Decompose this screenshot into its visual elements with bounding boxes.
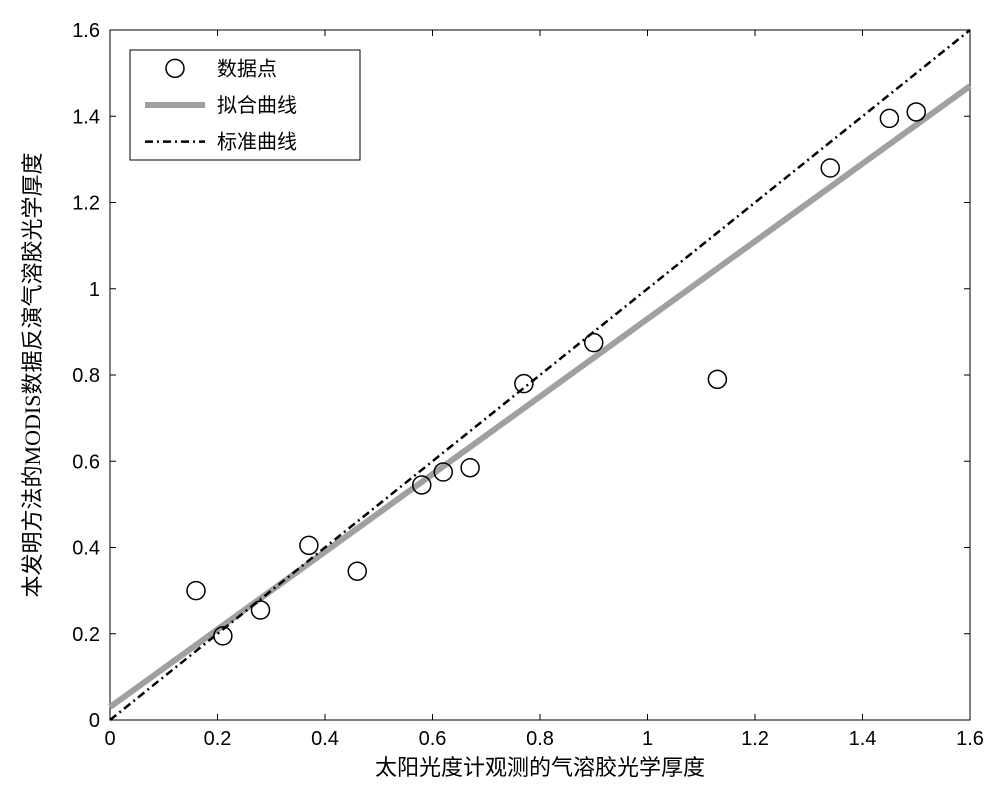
x-tick-label: 0.2 [204, 728, 232, 750]
y-tick-label: 1.6 [72, 20, 100, 42]
x-tick-label: 0.4 [311, 728, 339, 750]
x-axis-label: 太阳光度计观测的气溶胶光学厚度 [375, 755, 705, 780]
legend-item-label: 拟合曲线 [217, 94, 297, 117]
y-tick-label: 1 [89, 279, 100, 301]
y-tick-label: 0.8 [72, 365, 100, 387]
chart-container: 0 0.2 0.4 0.6 0.8 1 1.2 1.4 1.6 0 0.2 0.4 0.6 0.8 1 1.2… [0, 0, 1000, 805]
y-tick-label: 0.4 [72, 538, 100, 560]
x-tick-label: 0 [104, 728, 115, 750]
y-tick-label: 1.4 [72, 106, 100, 128]
x-tick-label: 0.6 [419, 728, 447, 750]
x-tick-label: 1.2 [741, 728, 769, 750]
x-tick-label: 1.4 [849, 728, 877, 750]
y-axis-label: 本发明方法的MODIS数据反演气溶胶光学厚度 [20, 153, 45, 598]
scatter-chart: 0 0.2 0.4 0.6 0.8 1 1.2 1.4 1.6 0 0.2 0.4 0.6 0.8 1 1.2… [0, 0, 1000, 805]
legend-item-label: 数据点 [217, 57, 277, 80]
y-tick-label: 0.6 [72, 451, 100, 473]
x-tick-label: 1 [642, 728, 653, 750]
legend-item-label: 标准曲线 [217, 131, 297, 154]
y-tick-label: 0.2 [72, 624, 100, 646]
x-tick-label: 1.6 [956, 728, 984, 750]
y-tick-label: 1.2 [72, 193, 100, 215]
x-tick-label: 0.8 [526, 728, 554, 750]
y-tick-label: 0 [89, 710, 100, 732]
